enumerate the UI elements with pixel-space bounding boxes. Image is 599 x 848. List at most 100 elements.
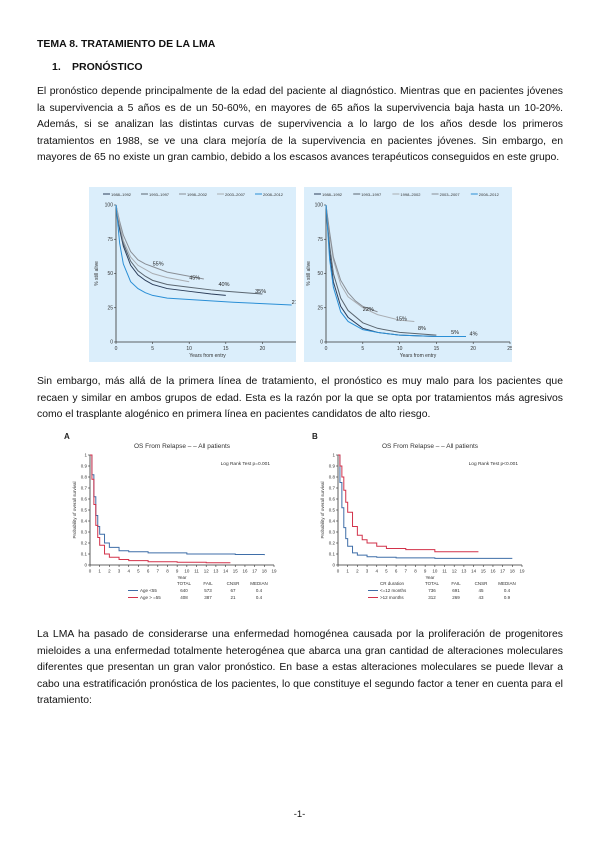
x-tick-label: 6 bbox=[147, 569, 150, 574]
table-cell: 21 bbox=[230, 595, 236, 600]
table-cell: 691 bbox=[452, 588, 460, 593]
x-tick-label: 8 bbox=[414, 569, 417, 574]
chart-title: OS From Relapse – – All patients bbox=[134, 443, 231, 450]
y-tick-label: 0.4 bbox=[329, 519, 336, 524]
x-axis-label: Year bbox=[425, 575, 435, 580]
y-tick-label: 0.8 bbox=[329, 475, 336, 480]
y-tick-label: 0.6 bbox=[329, 497, 336, 502]
x-tick-label: 18 bbox=[510, 569, 516, 574]
table-row-label: Age > =55 bbox=[140, 595, 161, 600]
data-label: 8% bbox=[418, 326, 426, 332]
data-label: 22% bbox=[363, 307, 374, 313]
x-tick-label: 16 bbox=[242, 569, 248, 574]
legend-entry: 1993–1997 bbox=[361, 192, 382, 197]
y-tick-label: 0.8 bbox=[81, 475, 88, 480]
table-cell: 0.4 bbox=[504, 588, 511, 593]
panel-label: A bbox=[64, 432, 70, 441]
legend-entry: 1988–1992 bbox=[322, 192, 343, 197]
survival-chart-old: 0 5 10 15 20 25 0 25 50 75 100 Years from entry % st… bbox=[304, 187, 513, 362]
y-tick-label: 0.9 bbox=[329, 464, 336, 469]
series-line-1 bbox=[338, 454, 513, 559]
table-cell: 312 bbox=[428, 595, 436, 600]
table-cell: 573 bbox=[204, 588, 212, 593]
table-header: FAIL bbox=[451, 581, 461, 586]
table-header: MEDIAN bbox=[498, 581, 516, 586]
section-title: PRONÓSTICO bbox=[72, 61, 143, 73]
x-tick-label: 4 bbox=[127, 569, 130, 574]
table-header: CNSR bbox=[475, 581, 489, 586]
legend-entry: 1993–1997 bbox=[149, 192, 170, 197]
x-tick-label: 11 bbox=[194, 569, 199, 574]
legend-entry: 1998–2002 bbox=[400, 192, 421, 197]
table-row-label: <=12 months bbox=[380, 588, 407, 593]
x-tick-label: 10 bbox=[432, 569, 438, 574]
x-tick-label: 0 bbox=[337, 569, 340, 574]
y-tick-label: 0.3 bbox=[81, 530, 88, 535]
x-tick-label: 5 bbox=[361, 346, 364, 352]
table-cell: 736 bbox=[428, 588, 436, 593]
x-tick-label: 5 bbox=[137, 569, 140, 574]
paragraph-relapse: Sin embargo, más allá de la primera líne… bbox=[37, 376, 563, 421]
data-label: 55% bbox=[153, 262, 164, 268]
table-cell: 45 bbox=[478, 588, 484, 593]
x-tick-label: 3 bbox=[118, 569, 121, 574]
x-tick-label: 14 bbox=[471, 569, 477, 574]
x-tick-label: 0 bbox=[89, 569, 92, 574]
legend-entry: 2008–2012 bbox=[479, 192, 500, 197]
y-tick-label: 0.5 bbox=[81, 508, 88, 513]
series-line-5 bbox=[115, 204, 292, 306]
x-tick-label: 16 bbox=[490, 569, 496, 574]
table-header: MEDIAN bbox=[250, 581, 268, 586]
x-tick-label: 15 bbox=[434, 346, 440, 352]
x-tick-label: 3 bbox=[366, 569, 369, 574]
x-tick-label: 11 bbox=[442, 569, 447, 574]
x-tick-label: 19 bbox=[271, 569, 277, 574]
table-cell: 0.4 bbox=[256, 595, 263, 600]
section-number: 1. bbox=[52, 61, 61, 73]
panel-label: B bbox=[312, 432, 318, 441]
page-number: -1- bbox=[293, 809, 306, 820]
x-tick-label: 14 bbox=[223, 569, 229, 574]
series-line-2 bbox=[338, 454, 479, 553]
test-label: Log Rank Test p<0.001 bbox=[469, 461, 519, 467]
x-tick-label: 10 bbox=[397, 346, 403, 352]
test-label: Log Rank Test p=0.001 bbox=[221, 461, 271, 467]
table-row-label: Age <55 bbox=[140, 588, 157, 593]
section-heading: 1. PRONÓSTICO bbox=[52, 61, 143, 73]
y-tick-label: 0.7 bbox=[81, 486, 88, 491]
os-relapse-chart-a: 0 1 2 3 4 5 6 7 8 9 10 11 12 13 14 15 16 17 18 19 0 0.1 0.2 0.3… bbox=[62, 430, 298, 607]
table-cell: 0.4 bbox=[256, 588, 263, 593]
x-tick-label: 1 bbox=[346, 569, 349, 574]
document-heading: TEMA 8. TRATAMIENTO DE LA LMA bbox=[37, 38, 216, 50]
series-line-1 bbox=[90, 454, 265, 556]
x-axis-label: Years from entry bbox=[400, 353, 437, 359]
table-header: FAIL bbox=[203, 581, 213, 586]
x-tick-label: 6 bbox=[395, 569, 398, 574]
y-tick-label: 0 bbox=[110, 340, 113, 346]
x-tick-label: 13 bbox=[461, 569, 467, 574]
x-tick-label: 5 bbox=[385, 569, 388, 574]
x-tick-label: 0 bbox=[325, 346, 328, 352]
table-cell: 640 bbox=[180, 588, 188, 593]
y-tick-label: 0 bbox=[84, 563, 87, 568]
series-line-1 bbox=[115, 204, 226, 296]
table-cell: 43 bbox=[478, 595, 484, 600]
table-header: TOTAL bbox=[425, 581, 440, 586]
table-cell: 67 bbox=[230, 588, 236, 593]
x-tick-label: 17 bbox=[500, 569, 506, 574]
y-axis-label: % still alive bbox=[306, 261, 312, 286]
x-tick-label: 4 bbox=[375, 569, 378, 574]
y-tick-label: 0.5 bbox=[329, 508, 336, 513]
x-tick-label: 15 bbox=[481, 569, 487, 574]
x-tick-label: 10 bbox=[184, 569, 190, 574]
y-tick-label: 0.2 bbox=[81, 541, 88, 546]
y-tick-label: 1 bbox=[332, 453, 335, 458]
os-relapse-chart-a-svg: 0 1 2 3 4 5 6 7 8 9 10 11 12 13 14 15 16 17 18 1900.10.20.3… bbox=[64, 432, 277, 600]
table-cell: 0.9 bbox=[504, 595, 511, 600]
x-tick-label: 0 bbox=[115, 346, 118, 352]
table-header: CNSR bbox=[227, 581, 241, 586]
y-tick-label: 0.2 bbox=[329, 541, 336, 546]
data-label: 5% bbox=[451, 330, 459, 336]
x-tick-label: 15 bbox=[223, 346, 229, 352]
